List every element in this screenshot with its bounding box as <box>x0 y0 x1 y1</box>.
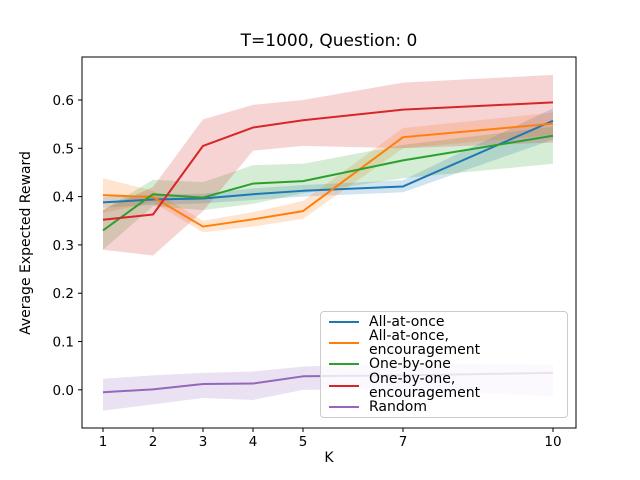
legend-line-sample <box>329 342 359 345</box>
axes-spines <box>81 56 577 429</box>
x-tick-label: 4 <box>249 434 258 450</box>
line-all-at-once <box>102 119 554 204</box>
y-tick-label: 0.6 <box>53 93 74 109</box>
band-one-by-one <box>103 126 553 250</box>
legend-row-one-by-one: One-by-one <box>329 357 559 371</box>
legend-line-sample <box>329 321 359 324</box>
y-tick-label: 0.1 <box>53 335 74 351</box>
y-tick-label: 0.4 <box>53 190 74 206</box>
x-tick-label: 1 <box>99 434 108 450</box>
x-tick-label: 10 <box>544 434 561 450</box>
line-all-at-once-encouragement <box>102 122 554 228</box>
legend-line-sample <box>329 384 359 387</box>
legend-label: All-at-once <box>369 314 445 331</box>
line-one-by-one <box>102 134 554 232</box>
x-tick-label: 5 <box>299 434 308 450</box>
legend-line-sample <box>329 405 359 408</box>
y-tick-label: 0.3 <box>53 238 74 254</box>
legend-label: All-at-once, encouragement <box>369 328 481 359</box>
x-tick-label: 2 <box>149 434 158 450</box>
legend-row-one-by-one-encouragement: One-by-one, encouragement <box>329 372 559 400</box>
legend: All-at-once All-at-once, encouragement One… <box>320 311 568 418</box>
y-tick-label: 0.2 <box>53 286 74 302</box>
legend-label: One-by-one <box>369 356 451 373</box>
legend-row-random: Random <box>329 400 559 414</box>
legend-row-all-at-once-encouragement: All-at-once, encouragement <box>329 329 559 357</box>
y-axis-label: Average Expected Reward <box>18 151 34 335</box>
legend-row-all-at-once: All-at-once <box>329 315 559 329</box>
band-all-at-once-encouragement <box>103 112 553 233</box>
x-tick-label: 3 <box>199 434 208 450</box>
x-axis-label: K <box>324 450 334 466</box>
y-tick-label: 0.5 <box>53 141 74 157</box>
legend-label: One-by-one, encouragement <box>369 370 481 401</box>
legend-label: Random <box>369 398 427 415</box>
chart-title: T=1000, Question: 0 <box>240 31 418 51</box>
x-tick-label: 7 <box>399 434 408 450</box>
line-one-by-one-encouragement <box>102 101 554 221</box>
legend-line-sample <box>329 363 359 366</box>
y-tick-label: 0.0 <box>53 383 74 399</box>
band-one-by-one-encouragement <box>103 74 553 256</box>
